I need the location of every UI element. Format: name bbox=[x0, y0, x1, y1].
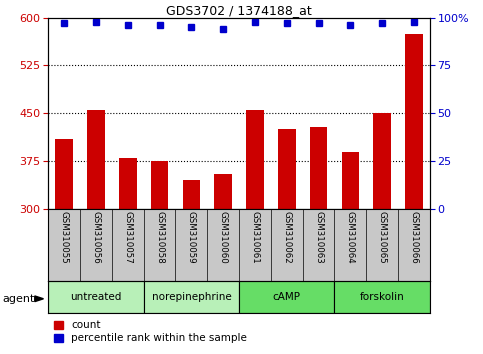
Text: GSM310059: GSM310059 bbox=[187, 211, 196, 264]
Bar bbox=[151, 161, 169, 209]
Text: agent: agent bbox=[2, 294, 35, 304]
Bar bbox=[144, 281, 239, 313]
Title: GDS3702 / 1374188_at: GDS3702 / 1374188_at bbox=[166, 4, 312, 17]
Bar bbox=[335, 281, 430, 313]
Bar bbox=[48, 281, 144, 313]
Legend: count, percentile rank within the sample: count, percentile rank within the sample bbox=[54, 320, 247, 343]
Bar bbox=[278, 129, 296, 209]
Polygon shape bbox=[35, 296, 43, 302]
Text: GSM310057: GSM310057 bbox=[123, 211, 132, 264]
Text: cAMP: cAMP bbox=[273, 292, 301, 302]
Text: GSM310064: GSM310064 bbox=[346, 211, 355, 264]
Text: GSM310061: GSM310061 bbox=[251, 211, 259, 264]
Bar bbox=[341, 152, 359, 209]
Text: GSM310060: GSM310060 bbox=[219, 211, 227, 264]
Text: GSM310065: GSM310065 bbox=[378, 211, 387, 264]
Bar bbox=[214, 174, 232, 209]
Text: norepinephrine: norepinephrine bbox=[152, 292, 231, 302]
Text: forskolin: forskolin bbox=[360, 292, 405, 302]
Text: GSM310066: GSM310066 bbox=[410, 211, 418, 264]
Bar bbox=[239, 281, 334, 313]
Bar bbox=[405, 34, 423, 209]
Bar bbox=[246, 110, 264, 209]
Bar bbox=[310, 127, 327, 209]
Bar bbox=[373, 113, 391, 209]
Text: untreated: untreated bbox=[71, 292, 122, 302]
Text: GSM310063: GSM310063 bbox=[314, 211, 323, 264]
Text: GSM310062: GSM310062 bbox=[282, 211, 291, 264]
Bar bbox=[119, 158, 137, 209]
Text: GSM310058: GSM310058 bbox=[155, 211, 164, 264]
Text: GSM310055: GSM310055 bbox=[60, 211, 69, 264]
Bar bbox=[183, 180, 200, 209]
Bar bbox=[56, 139, 73, 209]
Bar bbox=[87, 110, 105, 209]
Text: GSM310056: GSM310056 bbox=[91, 211, 100, 264]
